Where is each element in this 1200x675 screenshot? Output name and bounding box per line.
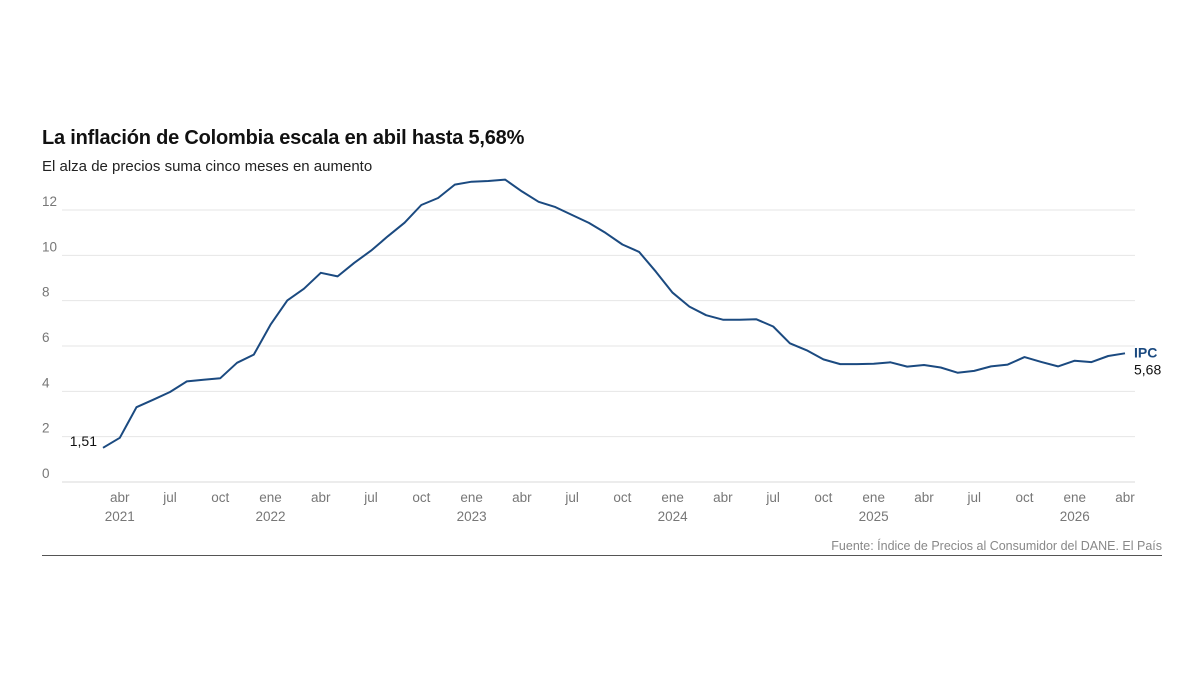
y-tick-label: 12 [42, 194, 57, 209]
y-tick-label: 8 [42, 285, 50, 300]
x-tick-label: ene [862, 490, 885, 505]
y-tick-label: 0 [42, 466, 50, 481]
x-tick-label: jul [765, 490, 780, 505]
x-tick-label: oct [1015, 490, 1033, 505]
x-tick-year: 2026 [1060, 509, 1090, 524]
chart-subtitle: El alza de precios suma cinco meses en a… [42, 158, 373, 175]
x-tick-year: 2023 [457, 509, 487, 524]
x-tick-label: jul [966, 490, 981, 505]
start-value-label: 1,51 [70, 433, 97, 449]
x-tick-label: abr [914, 490, 934, 505]
y-tick-label: 10 [42, 239, 57, 254]
x-tick-label: ene [259, 490, 282, 505]
x-tick-label: ene [661, 490, 684, 505]
x-tick-year: 2024 [658, 509, 689, 524]
x-tick-label: abr [1115, 490, 1135, 505]
y-axis-ticks: 0 2 4 6 8 10 12 [42, 194, 57, 481]
x-tick-year: 2025 [859, 509, 889, 524]
x-tick-year: 2022 [256, 509, 286, 524]
x-tick-label: abr [512, 490, 532, 505]
grid-lines [62, 209, 1135, 483]
source-note: Fuente: Índice de Precios al Consumidor … [831, 539, 1162, 553]
x-tick-year: 2021 [105, 509, 135, 524]
series-name-label: IPC [1134, 344, 1157, 360]
source-divider [42, 555, 1162, 556]
x-tick-label: jul [564, 490, 579, 505]
x-tick-label: abr [110, 490, 130, 505]
x-tick-label: oct [814, 490, 832, 505]
x-tick-label: oct [412, 490, 430, 505]
end-value-label: 5,68 [1134, 361, 1161, 377]
x-tick-label: jul [363, 490, 378, 505]
x-tick-label: ene [1063, 490, 1086, 505]
x-tick-label: ene [460, 490, 483, 505]
y-tick-label: 2 [42, 421, 50, 436]
x-tick-label: abr [311, 490, 331, 505]
x-tick-label: oct [613, 490, 631, 505]
x-axis-ticks: abr 2021 jul oct ene 2022 abr jul oct ene 2023 abr j… [105, 490, 1136, 524]
y-tick-label: 4 [42, 375, 50, 390]
x-tick-label: abr [713, 490, 733, 505]
y-tick-label: 6 [42, 330, 50, 345]
x-tick-label: jul [162, 490, 177, 505]
ipc-series-line [102, 178, 1126, 449]
x-tick-label: oct [211, 490, 229, 505]
chart-title: La inflación de Colombia escala en abil … [42, 127, 525, 149]
